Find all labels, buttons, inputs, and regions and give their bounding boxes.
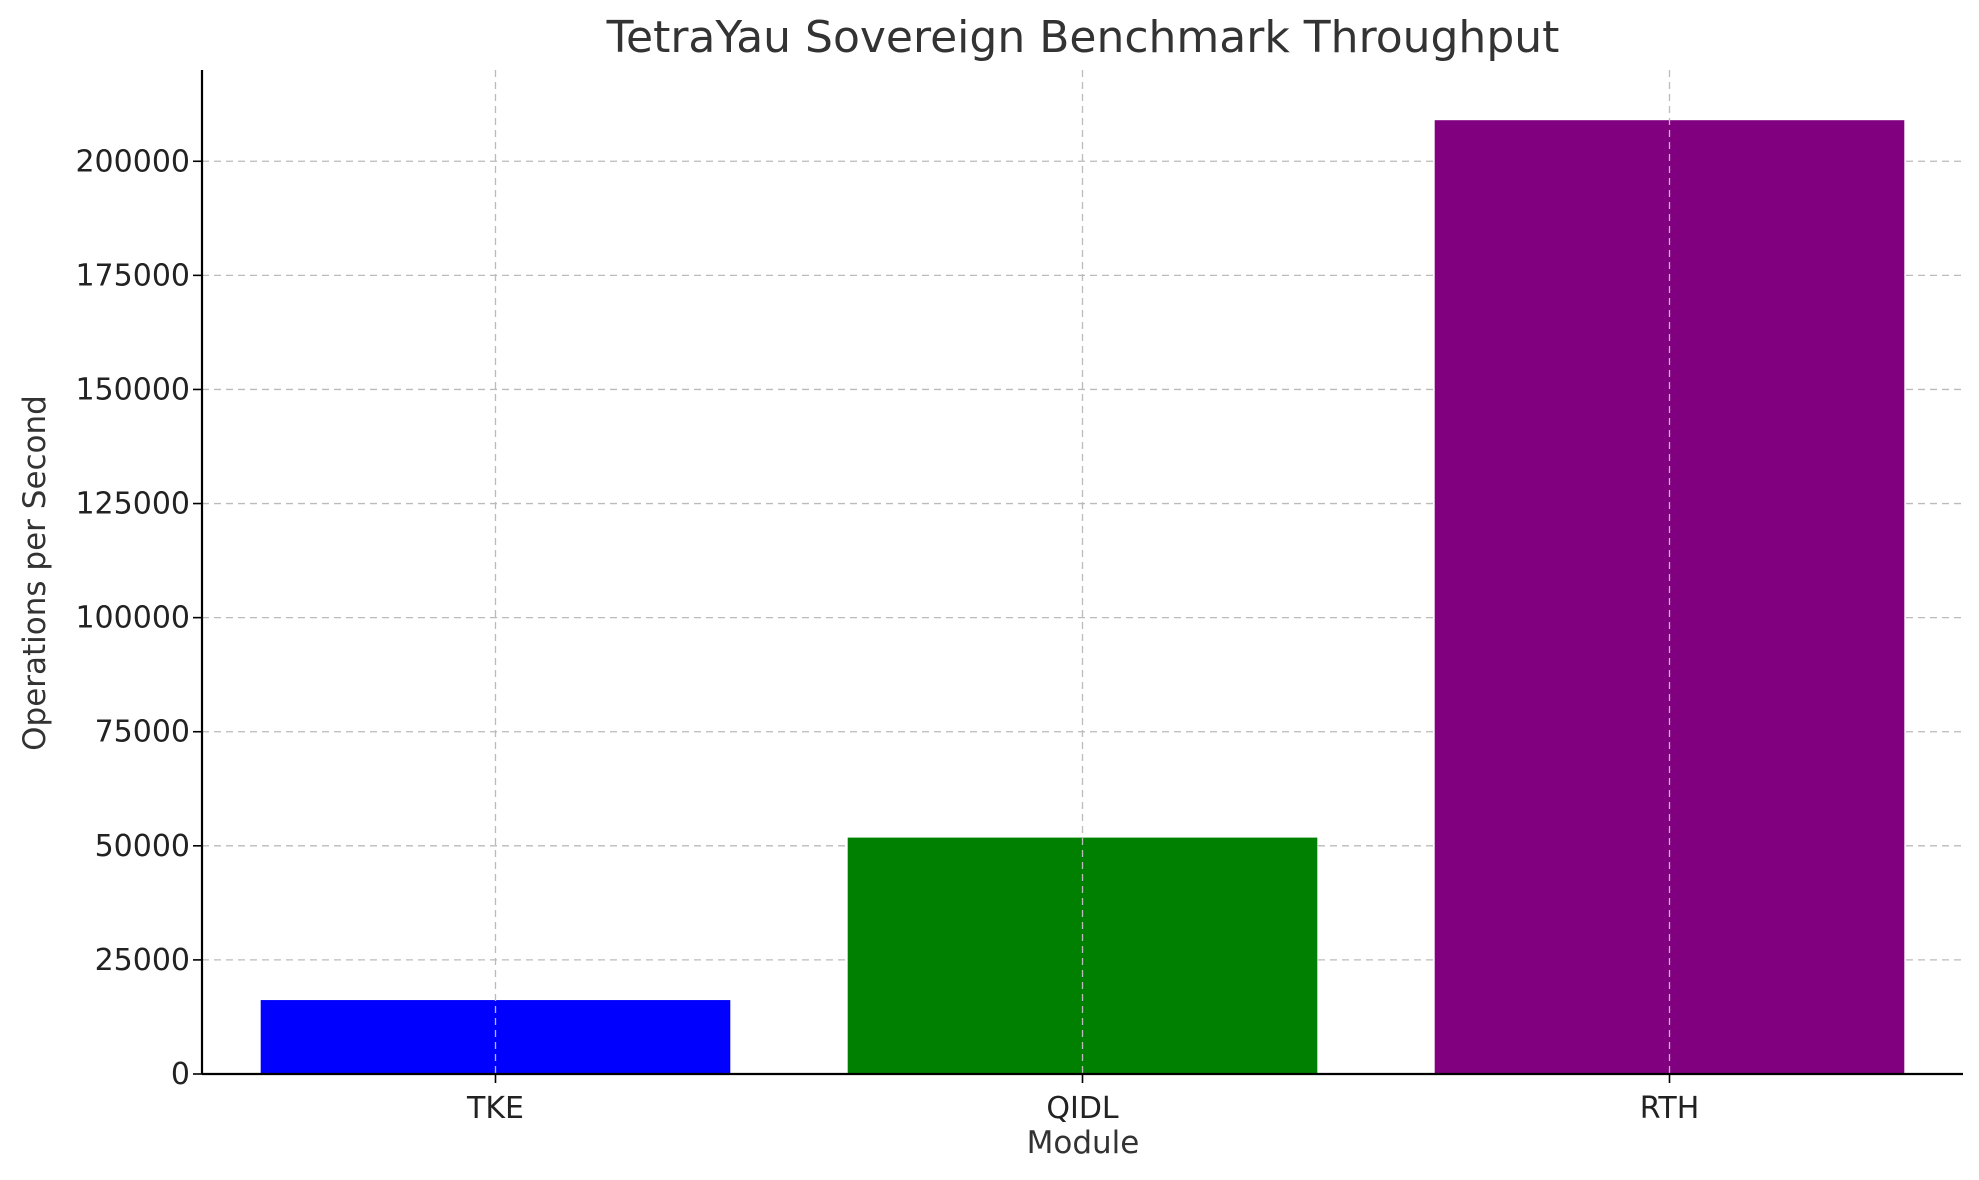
chart-title: TetraYau Sovereign Benchmark Throughput [606,12,1560,63]
y-tick-label: 125000 [75,487,190,522]
bar-qidl [847,837,1318,1074]
x-tick-label: QIDL [1046,1091,1119,1126]
y-tick-label: 200000 [75,144,190,179]
y-tick-label: 75000 [95,715,190,750]
y-tick-label: 25000 [95,943,190,978]
x-tick-label: RTH [1640,1091,1700,1126]
axis-layer [193,70,1963,1083]
y-tick-layer: 0 25000 50000 75000 100000 125000 150000 175000… [75,144,190,1092]
y-axis-label: Operations per Second [17,395,53,751]
y-tick-label: 50000 [95,829,190,864]
x-axis-label: Module [1027,1125,1140,1161]
y-tick-label: 150000 [75,372,190,407]
x-tick-label: TKE [466,1091,524,1126]
y-tick-label: 175000 [75,258,190,293]
y-tick-label: 100000 [75,601,190,636]
x-tick-layer: TKE QIDL RTH [466,1091,1699,1126]
y-tick-label: 0 [171,1057,190,1092]
